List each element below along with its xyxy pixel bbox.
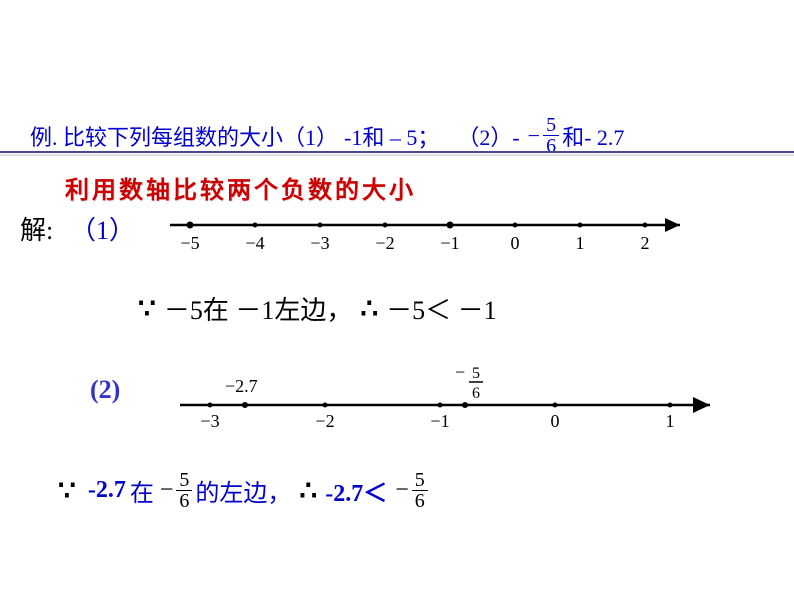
solution-label: 解: [20,210,53,247]
r2-frac-den: 6 [176,491,192,511]
part2-label: (2) [90,375,120,405]
r2-text2: 的左边， [195,473,291,508]
r2-frac-num: 5 [176,470,192,491]
svg-text:2: 2 [641,233,650,253]
problem-pair1: -1和 – 5； [344,120,439,152]
r2-frac: 5 6 [176,470,192,511]
r2-frac2: 5 6 [412,470,428,511]
frac-num: 5 [543,115,559,136]
svg-text:−: − [455,362,465,382]
therefore-symbol-2: ∴ [299,474,317,507]
because-symbol: ∵ [138,292,156,325]
svg-text:0: 0 [511,233,520,253]
r2-val1: -2.7 [88,477,126,504]
r2-neg: − [160,477,174,504]
r2-neg2: − [395,477,409,504]
svg-text:−3: −3 [200,411,219,431]
svg-text:6: 6 [472,385,480,402]
part1-label: （1） [70,210,135,247]
divider-line [0,150,794,156]
reasoning-1: ∵ －5在 －1左边， ∴ －5＜ －1 [130,290,497,327]
svg-text:−3: −3 [310,233,329,253]
svg-text:−1: −1 [430,411,449,431]
svg-text:1: 1 [576,233,585,253]
r2-text1c: 在 [130,473,154,508]
problem-neg: − [528,123,540,149]
reasoning1-text2: －5＜ －1 [386,290,497,327]
problem-part2-open: （2）- [457,120,519,152]
numberline-2: −3 −2 −1 0 1 − 5 6 −2.7 [165,360,725,435]
because-symbol-2: ∵ [58,474,76,507]
svg-text:−4: −4 [245,233,264,253]
reasoning1-text1: －5在 －1左边， [164,290,353,327]
svg-text:0: 0 [551,411,560,431]
svg-text:5: 5 [472,365,480,382]
svg-text:−2: −2 [315,411,334,431]
numberline-1: −5 −4 −3 −2 −1 0 1 2 [160,205,700,260]
reasoning-2: ∵ -2.7 在 − 5 6 的左边， ∴ -2.7＜ − 5 6 [50,470,431,511]
svg-text:−2: −2 [375,233,394,253]
svg-text:−1: −1 [440,233,459,253]
r2-text3: -2.7＜ [325,473,387,508]
svg-text:−5: −5 [180,233,199,253]
r2-frac2-num: 5 [412,470,428,491]
svg-text:1: 1 [666,411,675,431]
problem-prefix: 例. 比较下列每组数的大小（1） [30,120,338,152]
svg-text:−2.7: −2.7 [225,376,258,396]
instruction-text: 利用数轴比较两个负数的大小 [65,170,416,205]
therefore-symbol: ∴ [360,292,378,325]
problem-suffix: 和- 2.7 [562,120,624,152]
r2-frac2-den: 6 [412,491,428,511]
